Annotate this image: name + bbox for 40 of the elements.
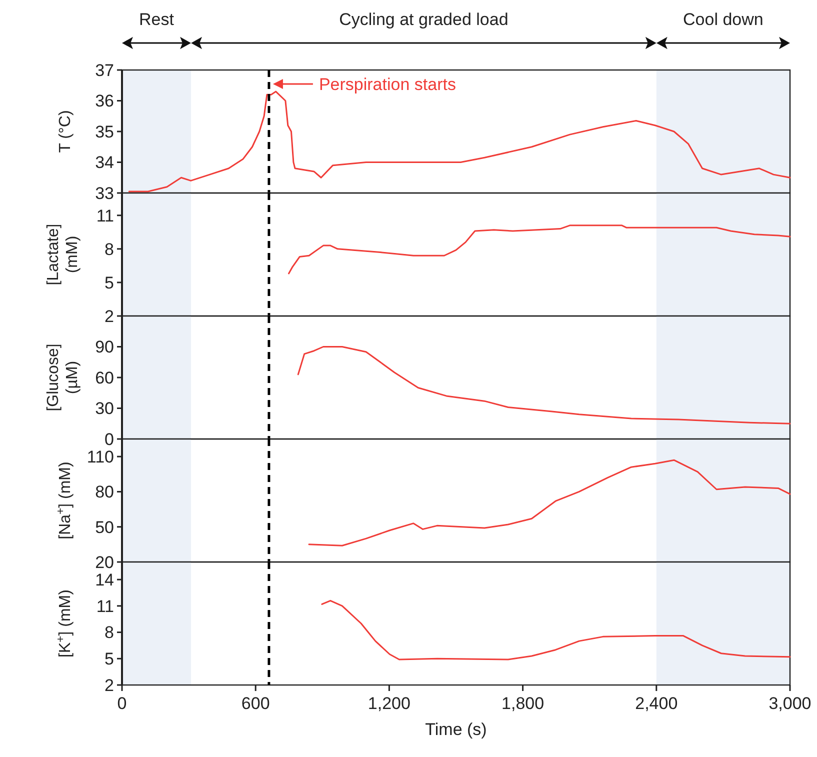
- y-tick-label: 20: [95, 552, 114, 572]
- annotation: Perspiration starts: [318, 74, 456, 94]
- y-tick-label: 5: [104, 273, 114, 292]
- line-series: [308, 459, 791, 546]
- y-tick-label: 0: [104, 430, 114, 449]
- line-series: [321, 600, 791, 660]
- y-tick-label: 11: [96, 596, 114, 616]
- y-tick-label: 14: [95, 570, 114, 590]
- y-axis-title: [Glucose] (µM): [45, 344, 81, 412]
- y-tick-label: 60: [95, 368, 114, 388]
- y-tick-label: 35: [95, 122, 114, 142]
- band-label: Rest: [139, 10, 174, 29]
- y-tick-label: 33: [95, 184, 114, 203]
- y-tick-label: 8: [104, 623, 114, 642]
- y-tick-label: 50: [95, 518, 114, 537]
- band-label: Cool down: [683, 10, 764, 29]
- y-tick-label: 37: [95, 60, 114, 80]
- y-tick-label: 30: [95, 399, 114, 418]
- line-series: [297, 346, 791, 424]
- x-tick-label: 2,400: [635, 694, 678, 713]
- y-tick-label: 2: [104, 676, 114, 695]
- y-tick-label: 11: [96, 206, 114, 226]
- x-tick-label: 1,800: [502, 694, 544, 713]
- y-tick-label: 8: [104, 240, 114, 259]
- y-tick-label: 5: [104, 650, 114, 669]
- y-tick-label: 90: [95, 338, 114, 357]
- line-series: [288, 224, 791, 274]
- y-tick-label: 110: [86, 448, 114, 467]
- x-axis-title: Time (s): [425, 720, 487, 739]
- x-tick-label: 1,200: [368, 694, 410, 713]
- x-tick-label: 3,000: [768, 694, 812, 713]
- text: Cycling at graded load: [339, 10, 508, 29]
- x-tick-label: 600: [241, 694, 270, 713]
- y-axis-title: [Lactate] (mM): [45, 224, 81, 286]
- y-axis-title: T (°C): [57, 110, 74, 153]
- y-tick-label: 34: [95, 153, 114, 172]
- y-tick-label: 80: [95, 482, 114, 502]
- y-tick-label: 2: [104, 306, 114, 326]
- y-tick-label: 36: [95, 92, 114, 111]
- x-tick-label: 0: [117, 694, 127, 713]
